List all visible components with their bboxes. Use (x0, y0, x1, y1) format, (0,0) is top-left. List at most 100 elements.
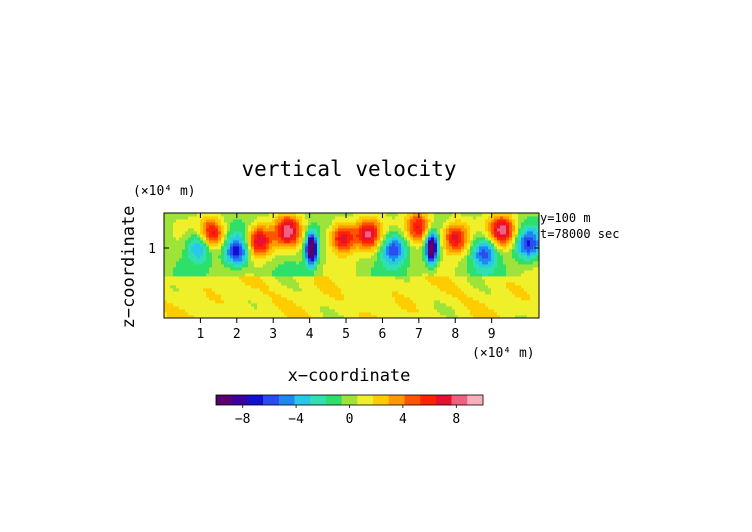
heat-cell (176, 246, 180, 250)
heat-cell (452, 237, 456, 241)
heat-cell (194, 219, 198, 223)
heat-cell (335, 315, 339, 318)
heat-cell (365, 306, 369, 310)
heat-cell (479, 315, 483, 318)
heat-cell (452, 312, 456, 316)
heat-cell (449, 213, 453, 217)
heat-cell (197, 264, 201, 268)
heat-cell (239, 315, 243, 318)
heat-cell (380, 267, 384, 271)
heat-cell (338, 282, 342, 286)
heat-cell (302, 246, 306, 250)
heat-cell (317, 279, 321, 283)
heat-cell (371, 312, 375, 316)
heat-cell (218, 255, 222, 259)
heat-cell (170, 246, 174, 250)
heat-cell (488, 252, 492, 256)
heat-cell (245, 312, 249, 316)
heat-cell (164, 306, 168, 310)
heat-cell (338, 264, 342, 268)
heat-cell (251, 234, 255, 238)
heat-cell (476, 231, 480, 235)
heat-cell (395, 267, 399, 271)
heat-cell (278, 222, 282, 226)
heat-cell (230, 279, 234, 283)
heat-cell (245, 300, 249, 304)
heat-cell (203, 219, 207, 223)
heat-cell (191, 246, 195, 250)
heat-cell (359, 291, 363, 295)
heat-cell (278, 249, 282, 253)
heat-cell (176, 315, 180, 318)
heat-cell (326, 261, 330, 265)
heat-cell (395, 261, 399, 265)
heat-cell (467, 303, 471, 307)
heat-cell (449, 258, 453, 262)
heat-cell (194, 225, 198, 229)
heat-cell (314, 249, 318, 253)
heat-cell (518, 237, 522, 241)
heat-cell (332, 279, 336, 283)
heat-cell (479, 252, 483, 256)
heat-cell (467, 282, 471, 286)
heat-cell (308, 297, 312, 301)
heat-cell (404, 216, 408, 220)
heat-cell (374, 255, 378, 259)
heat-cell (164, 258, 168, 262)
heat-cell (209, 276, 213, 280)
heat-cell (494, 213, 498, 217)
heat-cell (536, 225, 539, 229)
heat-cell (488, 288, 492, 292)
heat-cell (506, 249, 510, 253)
heat-cell (410, 306, 414, 310)
heat-cell (356, 249, 360, 253)
heat-cell (458, 291, 462, 295)
heat-cell (278, 267, 282, 271)
heat-cell (188, 222, 192, 226)
heat-cell (434, 246, 438, 250)
heat-cell (266, 267, 270, 271)
heat-cell (173, 300, 177, 304)
heat-cell (341, 267, 345, 271)
heat-cell (173, 228, 177, 232)
heat-cell (401, 219, 405, 223)
heat-cell (485, 222, 489, 226)
heat-cell (350, 225, 354, 229)
heat-cell (527, 312, 531, 316)
heat-cell (425, 219, 429, 223)
heat-cell (377, 312, 381, 316)
heat-cell (365, 249, 369, 253)
heat-cell (326, 309, 330, 313)
heat-cell (449, 246, 453, 250)
heat-cell (215, 249, 219, 253)
heat-cell (491, 306, 495, 310)
heat-cell (401, 246, 405, 250)
heat-cell (302, 213, 306, 217)
heat-cell (515, 291, 519, 295)
heat-cell (275, 267, 279, 271)
heat-cell (230, 240, 234, 244)
heat-cell (278, 300, 282, 304)
heat-cell (335, 303, 339, 307)
heat-cell (404, 270, 408, 274)
heat-cell (380, 270, 384, 274)
heat-cell (437, 219, 441, 223)
heat-cell (407, 240, 411, 244)
heat-cell (449, 276, 453, 280)
heat-cell (353, 315, 357, 318)
heat-cell (407, 267, 411, 271)
heat-cell (506, 219, 510, 223)
heat-cell (536, 297, 539, 301)
x-tick-label: 1 (196, 327, 204, 342)
heat-cell (182, 216, 186, 220)
heat-cell (173, 237, 177, 241)
heat-cell (170, 291, 174, 295)
heat-cell (347, 306, 351, 310)
heat-cell (209, 297, 213, 301)
heat-cell (308, 237, 312, 241)
heat-cell (422, 288, 426, 292)
heat-cell (281, 312, 285, 316)
heat-cell (275, 300, 279, 304)
heat-cell (392, 231, 396, 235)
heat-cell (164, 273, 168, 277)
